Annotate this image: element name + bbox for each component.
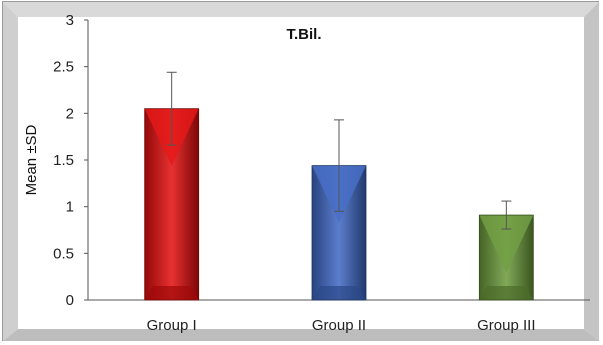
y-tick-label: 1 (66, 199, 74, 216)
bar-bevel-bottom (144, 286, 199, 300)
y-tick-label: 2.5 (53, 59, 74, 76)
y-tick-label: 1.5 (53, 152, 74, 169)
y-tick-label: 2 (66, 105, 74, 122)
y-tick-label: 0.5 (53, 245, 74, 262)
x-tick-label: Group II (312, 317, 366, 334)
bar-bevel-top (479, 215, 534, 273)
error-bar-1 (166, 71, 177, 146)
tick-labels: 0 0.5 1 1.5 2 2.5 3 Group I Group II Group III (53, 12, 535, 334)
error-bar-2 (334, 119, 344, 212)
error-bars (166, 71, 512, 230)
error-bar-3 (501, 200, 512, 230)
y-tick-label: 3 (66, 12, 74, 29)
x-tick-label: Group III (477, 317, 535, 334)
bar-bevel-bottom (312, 286, 366, 300)
bar-3 (478, 214, 534, 301)
chart-title: T.Bil. (286, 26, 321, 43)
x-tick-label: Group I (147, 317, 197, 334)
y-tick-label: 0 (66, 292, 74, 309)
bar-bevel-bottom (479, 286, 534, 300)
y-axis-label: Mean ±SD (23, 124, 40, 195)
